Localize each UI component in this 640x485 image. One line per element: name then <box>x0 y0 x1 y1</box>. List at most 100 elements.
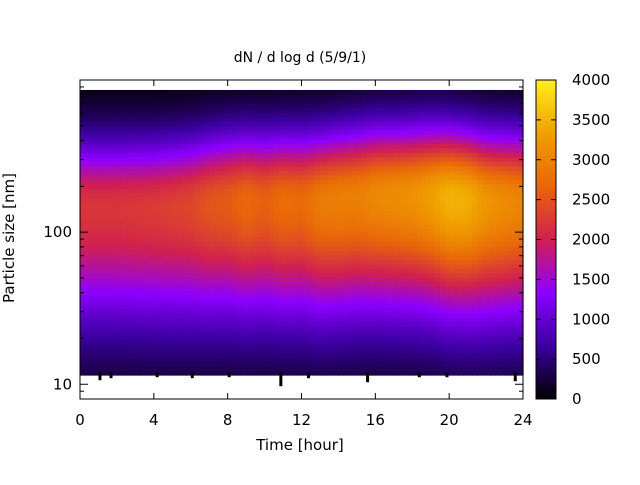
heatmap-cell <box>250 326 256 332</box>
heatmap-cell <box>204 254 210 260</box>
heatmap-cell <box>306 254 312 260</box>
heatmap-cell <box>315 321 321 327</box>
heatmap-cell <box>84 250 90 256</box>
heatmap-cell <box>398 352 404 358</box>
heatmap-cell <box>153 201 160 207</box>
heatmap-cell <box>213 285 220 291</box>
heatmap-cell <box>329 130 335 136</box>
heatmap-cell <box>403 321 409 327</box>
heatmap-cell <box>213 187 220 193</box>
heatmap-cell <box>324 272 330 278</box>
heatmap-cell <box>283 366 289 372</box>
heatmap-cell <box>181 214 187 220</box>
heatmap-cell <box>259 245 266 251</box>
heatmap-cell <box>338 103 344 109</box>
heatmap-cell <box>236 116 243 122</box>
heatmap-cell <box>130 352 136 358</box>
heatmap-cell <box>269 205 275 211</box>
heatmap-cell <box>273 303 280 309</box>
heatmap-cell <box>135 326 141 332</box>
heatmap-cell <box>116 366 123 372</box>
heatmap-cell <box>416 268 423 274</box>
heatmap-cell <box>149 259 155 265</box>
heatmap-cell <box>384 156 390 162</box>
heatmap-cell <box>186 98 192 104</box>
heatmap-cell <box>209 277 215 283</box>
heatmap-cell <box>398 125 404 131</box>
heatmap-cell <box>199 138 206 145</box>
heatmap-cell <box>426 348 432 354</box>
heatmap-cell <box>135 366 141 372</box>
heatmap-cell <box>93 361 100 367</box>
heatmap-cell <box>356 352 363 358</box>
heatmap-cell <box>103 134 109 140</box>
heatmap-cell <box>121 165 127 171</box>
heatmap-cell <box>407 281 413 287</box>
heatmap-cell <box>269 156 275 162</box>
heatmap-cell <box>379 277 386 283</box>
heatmap-cell <box>163 103 169 109</box>
heatmap-cell <box>232 183 238 189</box>
heatmap-cell <box>375 259 381 265</box>
heatmap-cell <box>315 308 321 314</box>
heatmap-cell <box>204 156 210 162</box>
heatmap-cell <box>93 281 100 287</box>
heatmap-cell <box>213 339 220 345</box>
heatmap-cell <box>264 192 270 198</box>
heatmap-cell <box>329 303 335 309</box>
heatmap-cell <box>426 192 432 198</box>
heatmap-cell <box>421 232 427 238</box>
heatmap-cell <box>324 334 330 340</box>
heatmap-cell <box>163 152 169 158</box>
heatmap-cell <box>144 147 150 153</box>
heatmap-cell <box>232 103 238 109</box>
heatmap-cell <box>338 179 344 185</box>
heatmap-cell <box>186 259 192 265</box>
heatmap-cell <box>232 138 238 145</box>
heatmap-cell <box>84 334 90 340</box>
heatmap-cell <box>412 147 418 153</box>
heatmap-cell <box>149 179 155 185</box>
heatmap-cell <box>416 321 423 327</box>
heatmap-cell <box>116 196 123 202</box>
heatmap-cell <box>84 312 90 318</box>
heatmap-cell <box>421 254 427 260</box>
heatmap-cell <box>412 205 418 211</box>
heatmap-cell <box>315 147 321 153</box>
heatmap-cell <box>172 196 178 202</box>
heatmap-cell <box>204 223 210 229</box>
heatmap-cell <box>287 352 293 358</box>
heatmap-cell <box>379 210 386 216</box>
heatmap-cell <box>347 165 353 171</box>
heatmap-cell <box>310 223 316 229</box>
heatmap-cell <box>158 183 164 189</box>
heatmap-cell <box>375 165 381 171</box>
heatmap-cell <box>352 183 358 189</box>
heatmap-cell <box>135 232 141 238</box>
heatmap-cell <box>301 116 307 122</box>
heatmap-cell <box>126 259 132 265</box>
heatmap-cell <box>324 107 330 113</box>
heatmap-cell <box>163 263 169 269</box>
heatmap-cell <box>241 192 247 198</box>
heatmap-cell <box>403 201 409 207</box>
heatmap-cell <box>135 116 141 122</box>
heatmap-cell <box>389 103 395 109</box>
heatmap-cell <box>398 348 404 354</box>
heatmap-cell <box>296 268 303 274</box>
heatmap-cell <box>172 179 178 185</box>
heatmap-cell <box>407 130 413 136</box>
heatmap-cell <box>250 89 256 96</box>
heatmap-cell <box>98 281 104 287</box>
heatmap-cell <box>167 174 173 180</box>
heatmap-cell <box>389 94 395 100</box>
heatmap-cell <box>283 241 289 247</box>
heatmap-cell <box>412 339 418 345</box>
heatmap-cell <box>338 334 344 340</box>
heatmap-cell <box>361 294 367 300</box>
heatmap-cell <box>232 228 238 234</box>
heatmap-cell <box>287 161 293 167</box>
heatmap-cell <box>319 130 326 136</box>
heatmap-cell <box>186 187 192 193</box>
heatmap-cell <box>112 130 118 136</box>
